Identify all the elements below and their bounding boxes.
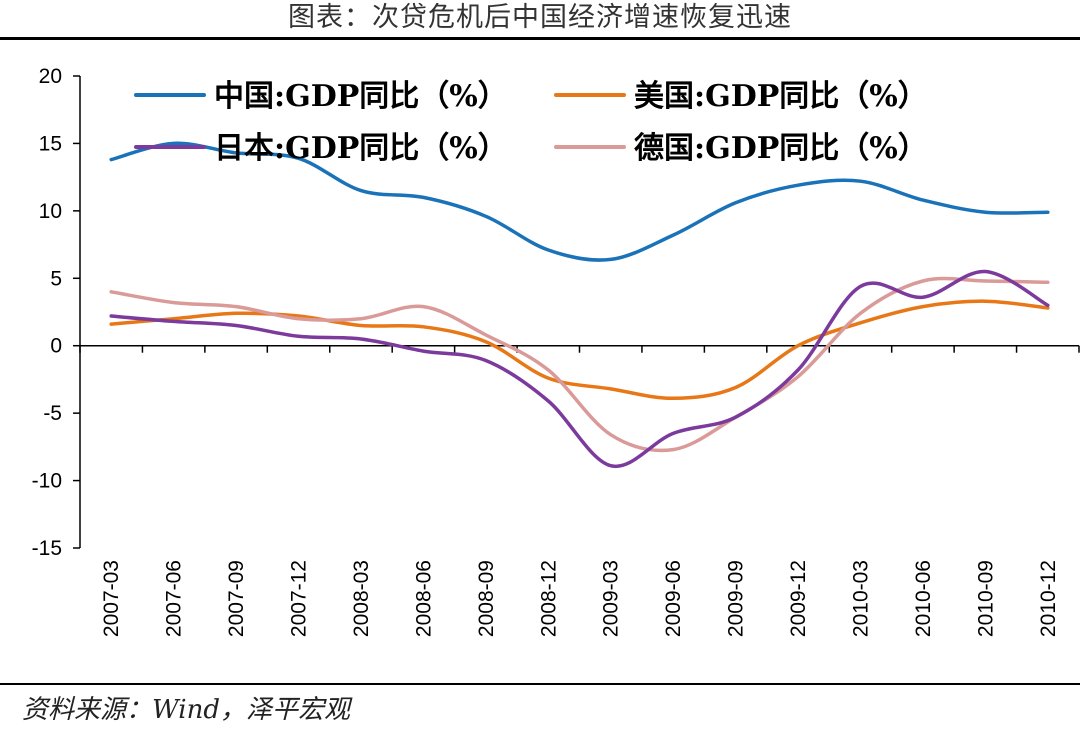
series-lines bbox=[109, 141, 1050, 469]
x-tick-label: 2010-12 bbox=[1037, 560, 1060, 637]
footer-divider bbox=[0, 683, 1080, 685]
y-tick-label: 5 bbox=[50, 267, 62, 290]
legend: 中国:GDP同比（%） 美国:GDP同比（%） 日本:GDP同比（%） 德国:GDP同… bbox=[134, 79, 928, 166]
y-tick-label: -10 bbox=[32, 470, 62, 493]
legend-label-germany: 德国:GDP同比（%） bbox=[634, 131, 928, 166]
x-tick-label: 2008-12 bbox=[537, 560, 560, 637]
series-line-japan bbox=[109, 269, 1050, 469]
x-tick-label: 2007-12 bbox=[288, 560, 311, 637]
gdp-line-chart: -15 -10 -5 0 5 10 15 20 2007-03 2007-06 2007-09 200… bbox=[32, 65, 1080, 637]
x-tick-label: 2010-06 bbox=[912, 560, 935, 637]
y-tick-label: 15 bbox=[39, 132, 62, 155]
y-tick-label: 0 bbox=[50, 335, 62, 358]
y-tick-label: 20 bbox=[39, 65, 62, 88]
x-tick-label: 2009-09 bbox=[725, 560, 748, 637]
legend-label-japan: 日本:GDP同比（%） bbox=[214, 131, 508, 166]
axes: -15 -10 -5 0 5 10 15 20 2007-03 2007-06 2007-09 200… bbox=[32, 65, 1080, 637]
x-tick-label: 2010-03 bbox=[849, 560, 872, 637]
x-tick-label: 2007-06 bbox=[163, 560, 186, 637]
y-tick-label: -5 bbox=[43, 402, 62, 425]
source-note: 资料来源：Wind，泽平宏观 bbox=[22, 695, 350, 725]
x-tick-label: 2008-09 bbox=[475, 560, 498, 637]
x-tick-label: 2009-03 bbox=[600, 560, 623, 637]
page-title: 图表：次贷危机后中国经济增速恢复迅速 bbox=[288, 2, 792, 33]
legend-label-usa: 美国:GDP同比（%） bbox=[634, 79, 928, 114]
x-tick-label: 2007-09 bbox=[225, 560, 248, 637]
series-line-china bbox=[109, 141, 1050, 262]
x-tick-label: 2008-06 bbox=[412, 560, 435, 637]
x-tick-label: 2009-12 bbox=[787, 560, 810, 637]
x-tick-label: 2009-06 bbox=[662, 560, 685, 637]
y-tick-label: -15 bbox=[32, 537, 62, 560]
series-line-germany bbox=[109, 276, 1050, 453]
x-tick-label: 2007-03 bbox=[100, 560, 123, 637]
x-tick-label: 2010-09 bbox=[974, 560, 997, 637]
y-tick-label: 10 bbox=[39, 200, 62, 223]
x-tick-label: 2008-03 bbox=[350, 560, 373, 637]
title-divider bbox=[0, 37, 1080, 40]
legend-label-china: 中国:GDP同比（%） bbox=[214, 79, 508, 114]
